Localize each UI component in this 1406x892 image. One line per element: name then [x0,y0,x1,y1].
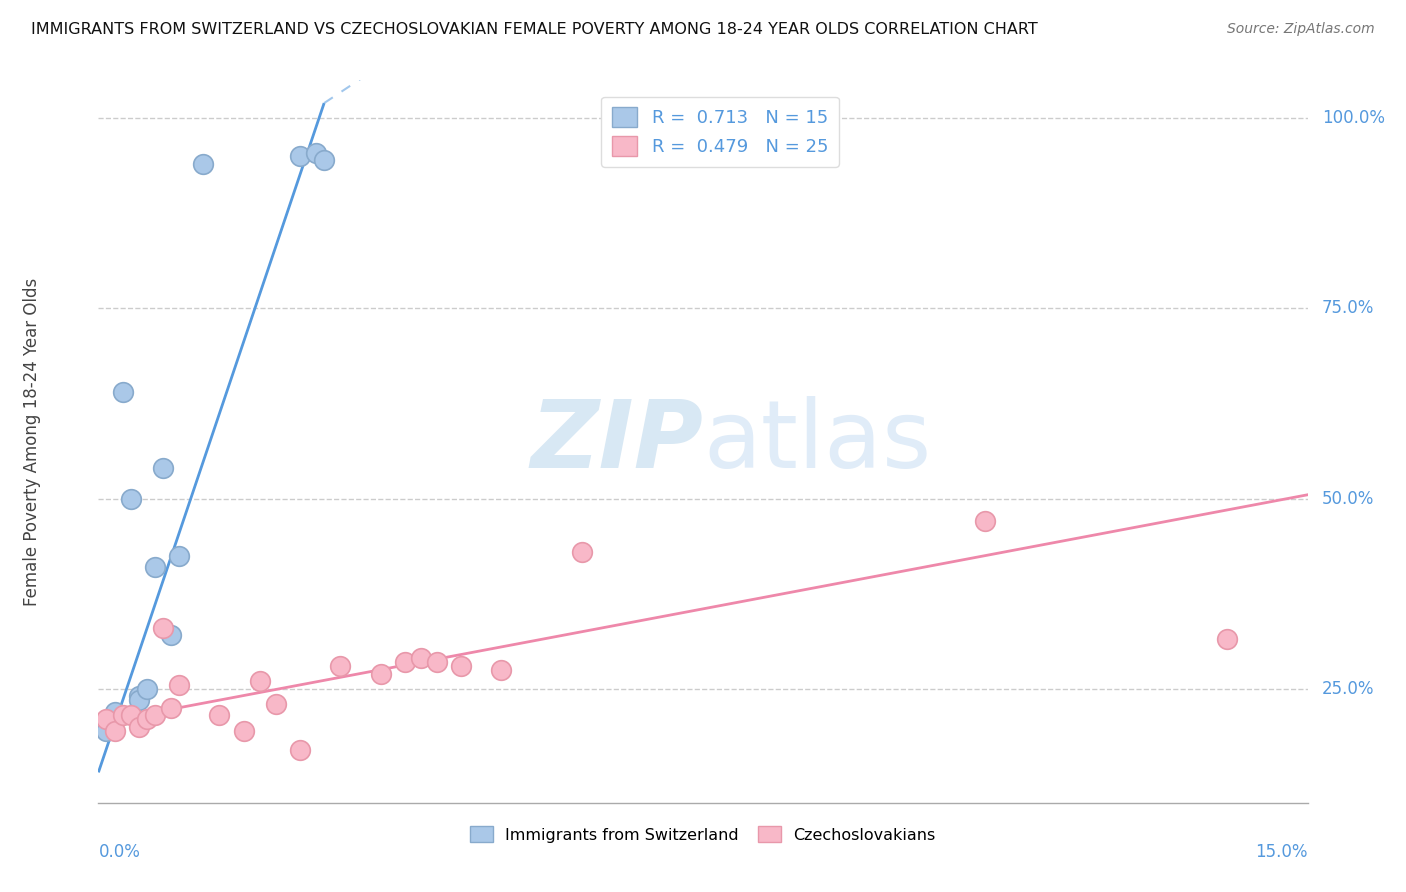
Point [103,723,125,738]
Point [314,153,336,168]
Point [128,690,150,704]
Point [232,723,254,738]
Point [193,157,215,171]
Point [135,712,157,726]
Point [249,674,271,689]
Text: ZIP: ZIP [530,395,703,488]
Point [426,655,449,669]
Point [128,693,150,707]
Point [160,628,183,642]
Point [370,666,392,681]
Text: atlas: atlas [703,395,931,488]
Point [143,560,166,574]
Point [96,723,118,738]
Text: 50.0%: 50.0% [1322,490,1375,508]
Text: IMMIGRANTS FROM SWITZERLAND VS CZECHOSLOVAKIAN FEMALE POVERTY AMONG 18-24 YEAR O: IMMIGRANTS FROM SWITZERLAND VS CZECHOSLO… [31,22,1038,37]
Text: 25.0%: 25.0% [1322,680,1375,698]
Point [1216,632,1239,647]
Point [491,663,513,677]
Point [103,705,125,719]
Point [305,145,328,160]
Text: Source: ZipAtlas.com: Source: ZipAtlas.com [1227,22,1375,37]
Point [128,720,150,734]
Point [571,545,593,559]
Point [288,149,311,163]
Point [264,697,287,711]
Point [974,515,997,529]
Point [143,708,166,723]
Point [96,712,118,726]
Text: 15.0%: 15.0% [1256,843,1308,861]
Point [288,742,311,756]
Point [152,461,174,475]
Text: 0.0%: 0.0% [98,843,141,861]
Text: 100.0%: 100.0% [1322,110,1385,128]
Point [152,621,174,635]
Point [120,491,142,506]
Point [394,655,416,669]
Point [120,708,142,723]
Point [135,681,157,696]
Text: Female Poverty Among 18-24 Year Olds: Female Poverty Among 18-24 Year Olds [22,277,41,606]
Point [409,651,432,665]
Point [167,549,190,563]
Point [329,659,352,673]
Text: 75.0%: 75.0% [1322,300,1375,318]
Point [160,700,183,714]
Point [450,659,472,673]
Point [208,708,231,723]
Point [111,708,134,723]
Point [111,385,134,400]
Legend: Immigrants from Switzerland, Czechoslovakians: Immigrants from Switzerland, Czechoslova… [464,820,942,849]
Point [167,678,190,692]
